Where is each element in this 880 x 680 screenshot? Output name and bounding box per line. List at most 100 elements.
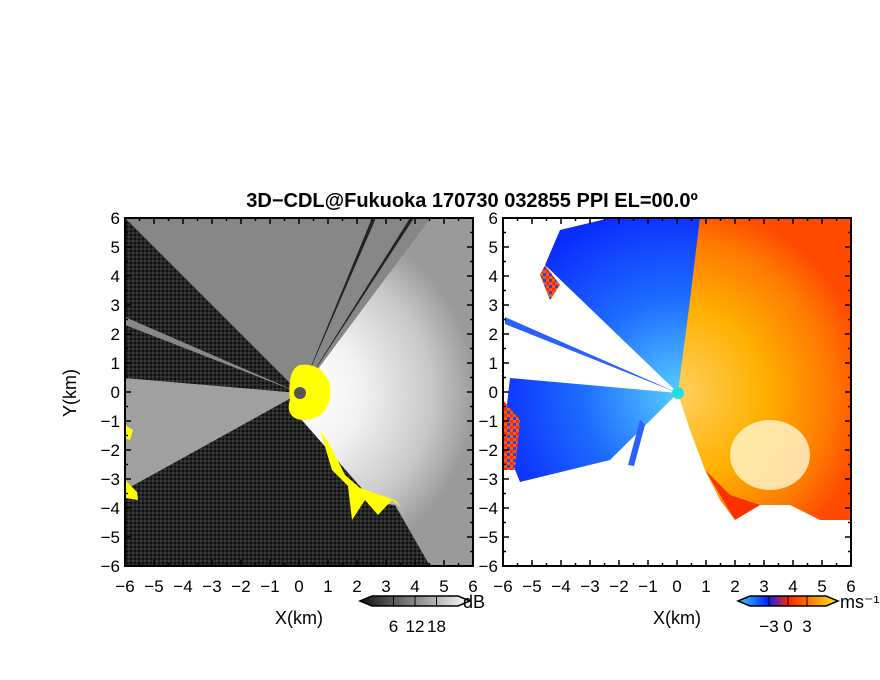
snr-clutter-left (125, 480, 138, 500)
x-tick-label: 1 (323, 577, 332, 596)
y-tick-label: 3 (111, 296, 120, 315)
vel-high-spot (730, 420, 810, 490)
snr-edge-clutter (320, 430, 402, 520)
snr-left-sector (125, 378, 300, 490)
y-tick-label: 4 (111, 267, 120, 286)
snr-colorbar-unit: dB (463, 592, 485, 612)
y-tick-label: −5 (101, 528, 120, 547)
x-tick-label: 6 (468, 577, 477, 596)
y-tick-label: −5 (479, 528, 498, 547)
colorbar-tick-label: 3 (802, 617, 811, 636)
y-tick-label: 6 (489, 209, 498, 228)
x-tick-label: 1 (701, 577, 710, 596)
x-tick-label: 3 (381, 577, 390, 596)
y-tick-label: 0 (489, 383, 498, 402)
y-tick-label: 0 (111, 383, 120, 402)
y-tick-label: 5 (489, 238, 498, 257)
colorbar-tick-label: −3 (759, 617, 778, 636)
radar-center-marker (672, 387, 684, 399)
y-tick-label: 6 (111, 209, 120, 228)
velocity-y-tick-labels: −6 −5 −4 −3 −2 −1 0 1 2 3 4 5 6 (479, 209, 498, 576)
snr-streak (125, 317, 300, 393)
snr-near-field (288, 364, 331, 420)
x-tick-label: −3 (580, 577, 599, 596)
snr-ray (300, 218, 376, 393)
x-tick-label: 2 (730, 577, 739, 596)
x-tick-label: −2 (231, 577, 250, 596)
vel-noise-west (503, 400, 520, 470)
y-tick-label: −6 (479, 557, 498, 576)
x-tick-label: 4 (788, 577, 797, 596)
colorbar-tick-label: 6 (389, 617, 398, 636)
velocity-colorbar: −3 0 3 ms⁻¹ (736, 592, 880, 636)
x-tick-label: −5 (522, 577, 541, 596)
chart-title: 3D−CDL@Fukuoka 170730 032855 PPI EL=00.0… (246, 190, 698, 212)
y-tick-label: 1 (489, 354, 498, 373)
vel-streak (505, 317, 678, 393)
colorbar-tick-label: 12 (406, 617, 425, 636)
x-tick-label: −1 (260, 577, 279, 596)
y-tick-label: −3 (479, 470, 498, 489)
y-tick-label: −1 (479, 412, 498, 431)
velocity-colorbar-ticks: −3 0 3 (759, 596, 812, 636)
x-tick-label: −4 (173, 577, 192, 596)
velocity-x-tick-labels: −6 −5 −4 −3 −2 −1 0 1 2 3 4 5 6 (493, 577, 855, 596)
snr-x-tick-labels: −6 −5 −4 −3 −2 −1 0 1 2 3 4 5 6 (115, 577, 477, 596)
x-tick-label: −4 (551, 577, 570, 596)
x-axis-label: X(km) (275, 608, 323, 628)
snr-plot-area (125, 218, 473, 566)
y-tick-label: −3 (101, 470, 120, 489)
x-tick-label: −3 (202, 577, 221, 596)
x-tick-label: 6 (846, 577, 855, 596)
velocity-ticks (502, 217, 852, 567)
y-tick-label: 5 (111, 238, 120, 257)
y-tick-label: −1 (101, 412, 120, 431)
x-tick-label: 0 (294, 577, 303, 596)
snr-dark-south (125, 418, 473, 566)
x-tick-label: −5 (144, 577, 163, 596)
y-tick-label: 2 (111, 325, 120, 344)
y-tick-label: −2 (479, 441, 498, 460)
snr-y-tick-labels: −6 −5 −4 −3 −2 −1 0 1 2 3 4 5 6 (101, 209, 120, 576)
snr-upper-sector (125, 218, 430, 393)
snr-ticks (124, 217, 474, 567)
snr-colorbar: 6 12 18 dB (358, 592, 485, 636)
y-tick-label: −4 (479, 499, 498, 518)
y-tick-label: 4 (489, 267, 498, 286)
y-tick-label: −6 (101, 557, 120, 576)
velocity-plot-area (503, 218, 851, 566)
x-tick-label: 5 (817, 577, 826, 596)
vel-ray-south (628, 420, 645, 466)
y-tick-label: 2 (489, 325, 498, 344)
colorbar-tick-label: 18 (427, 617, 446, 636)
velocity-colorbar-unit: ms⁻¹ (840, 592, 880, 612)
x-tick-label: −6 (115, 577, 134, 596)
vel-cool-north (545, 218, 700, 393)
snr-dark-wedge (125, 245, 300, 393)
snr-colorbar-ticks: 6 12 18 (389, 596, 446, 636)
snr-bright-sector (300, 218, 473, 566)
x-tick-label: 0 (672, 577, 681, 596)
x-tick-label: 2 (352, 577, 361, 596)
x-tick-label: −2 (609, 577, 628, 596)
vel-edge-south (705, 470, 760, 520)
x-axis-label: X(km) (653, 608, 701, 628)
snr-ray (300, 218, 414, 393)
x-tick-label: 4 (410, 577, 419, 596)
y-tick-label: 1 (111, 354, 120, 373)
y-tick-label: −4 (101, 499, 120, 518)
radar-center-marker (294, 387, 306, 399)
x-tick-label: 5 (439, 577, 448, 596)
colorbar-tick-label: 0 (783, 617, 792, 636)
y-tick-label: −2 (101, 441, 120, 460)
x-tick-label: −6 (493, 577, 512, 596)
x-tick-label: 3 (759, 577, 768, 596)
x-tick-label: −1 (638, 577, 657, 596)
y-axis-label: Y(km) (60, 369, 80, 417)
vel-noise-north (540, 265, 560, 300)
y-tick-label: 3 (489, 296, 498, 315)
vel-cool-west (503, 378, 678, 482)
